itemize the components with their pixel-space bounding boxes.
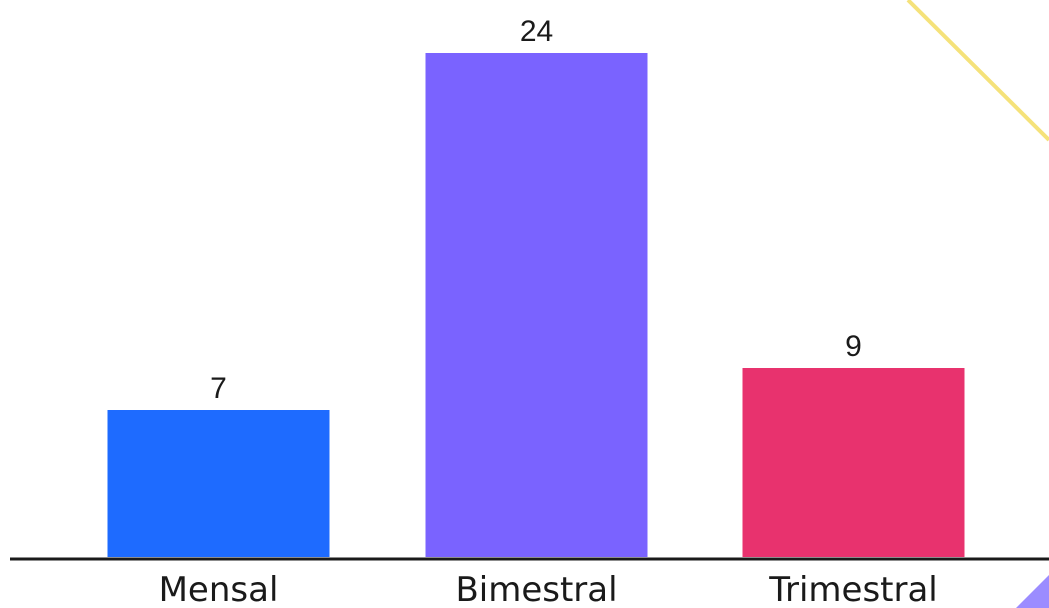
category-label-trimestral: Trimestral bbox=[768, 570, 938, 608]
decorative-diagonal-line bbox=[906, 0, 1049, 142]
category-labels-layer: Mensal Bimestral Trimestral bbox=[159, 570, 938, 608]
data-label-bimestral: 24 bbox=[520, 15, 553, 48]
bar-mensal bbox=[107, 410, 330, 557]
value-labels-layer: 7 24 9 bbox=[210, 15, 862, 405]
data-label-mensal: 7 bbox=[210, 372, 227, 405]
category-label-mensal: Mensal bbox=[159, 570, 279, 608]
bar-trimestral bbox=[742, 368, 965, 557]
decorative-corner-triangle bbox=[1016, 575, 1049, 608]
bar-bimestral bbox=[425, 53, 648, 557]
data-label-trimestral: 9 bbox=[845, 330, 862, 363]
bars-layer bbox=[107, 53, 965, 557]
category-label-bimestral: Bimestral bbox=[455, 570, 617, 608]
